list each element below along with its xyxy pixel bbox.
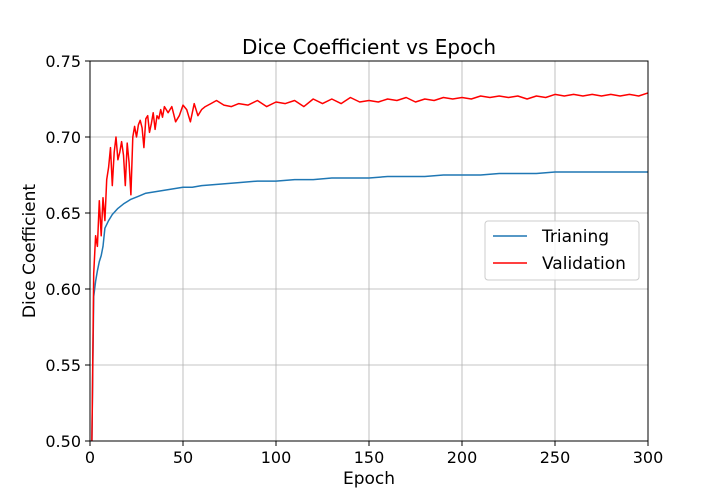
x-axis: 0 50 100 150 200 250 300 [85,441,663,467]
x-tick-label: 150 [354,448,385,467]
y-tick-label: 0.55 [45,356,81,375]
y-tick-label: 0.60 [45,280,81,299]
chart-title: Dice Coefficient vs Epoch [242,35,496,59]
legend: Trianing Validation [484,220,640,281]
legend-label-validation: Validation [542,254,626,274]
series-line-training [91,171,648,442]
series-group [91,92,649,442]
y-tick-label: 0.65 [45,204,81,223]
y-axis: 0.50 0.55 0.60 0.65 0.70 0.75 [45,52,90,451]
y-axis-label: Dice Coefficient [20,184,40,318]
x-tick-label: 200 [447,448,478,467]
x-axis-label: Epoch [343,469,395,489]
x-tick-label: 50 [173,448,193,467]
legend-label-training: Trianing [541,227,609,247]
x-tick-label: 300 [633,448,664,467]
x-tick-label: 0 [85,448,95,467]
y-tick-label: 0.75 [45,52,81,71]
x-tick-label: 250 [540,448,571,467]
y-tick-label: 0.50 [45,432,81,451]
y-tick-label: 0.70 [45,128,81,147]
x-tick-label: 100 [261,448,292,467]
series-line-validation [91,92,649,442]
